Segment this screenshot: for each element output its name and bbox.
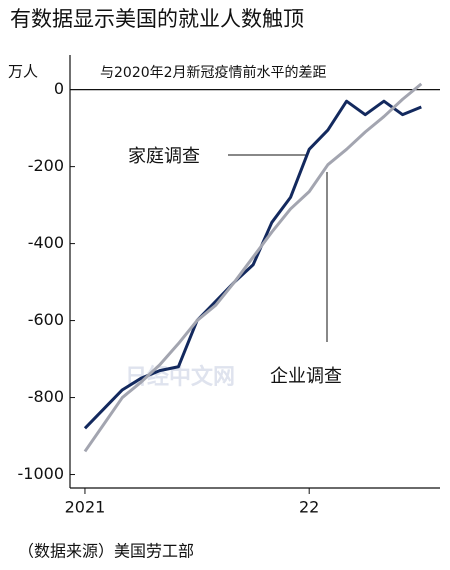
y-tick-label: 0 (54, 79, 64, 98)
y-tick-label: -1000 (18, 464, 65, 483)
y-tick-label: -600 (28, 310, 64, 329)
series-line (83, 99, 422, 430)
series-line (83, 82, 423, 453)
chart-title: 有数据显示美国的就业人数触顶 (10, 7, 304, 31)
series-label: 家庭调查 (128, 146, 200, 167)
x-tick-label: 22 (299, 498, 319, 517)
y-tick-label: -200 (28, 156, 64, 175)
x-tick-label: 2021 (65, 498, 106, 517)
subtitle: 与2020年2月新冠疫情前水平的差距 (100, 64, 327, 81)
series-label: 企业调查 (270, 366, 342, 387)
y-tick-label: -400 (28, 233, 64, 252)
source: （数据来源）美国劳工部 (18, 542, 194, 561)
y-unit: 万人 (8, 63, 38, 81)
y-tick-label: -800 (28, 387, 64, 406)
